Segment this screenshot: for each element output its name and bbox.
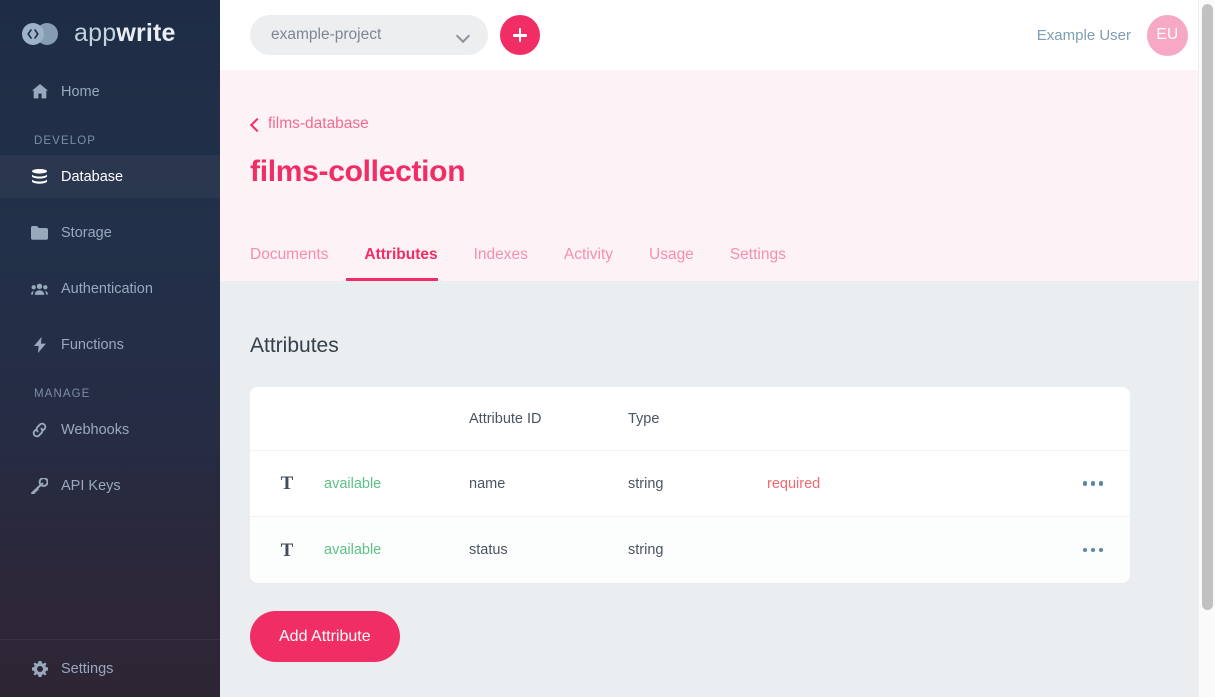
sidebar-item-home[interactable]: Home [0, 70, 220, 113]
sidebar-item-label: Webhooks [61, 421, 130, 438]
sidebar-item-api-keys[interactable]: API Keys [0, 464, 220, 507]
lightning-icon [31, 336, 48, 353]
tab-attributes[interactable]: Attributes [346, 246, 455, 281]
chevron-down-icon [457, 31, 470, 39]
sidebar-item-label: Functions [61, 336, 124, 353]
scrollbar-thumb[interactable] [1202, 4, 1213, 610]
sidebar-item-webhooks[interactable]: Webhooks [0, 408, 220, 451]
sidebar-item-database[interactable]: Database [0, 155, 220, 198]
tab-bar: Documents Attributes Indexes Activity Us… [250, 246, 804, 281]
tab-indexes[interactable]: Indexes [473, 246, 528, 263]
sidebar: appwrite Home DEVELOP Database [0, 0, 220, 697]
sidebar-item-label: Authentication [61, 280, 153, 297]
page-header: films-database films-collection Document… [220, 70, 1215, 281]
cell-required: required [767, 475, 821, 492]
more-options-icon[interactable] [1077, 542, 1109, 558]
cell-attribute-id: status [469, 542, 508, 558]
cell-type: string [628, 542, 664, 558]
add-project-button[interactable] [500, 15, 540, 55]
breadcrumb-label: films-database [268, 115, 369, 132]
vertical-scrollbar[interactable] [1198, 0, 1215, 697]
sidebar-item-label: API Keys [61, 477, 121, 494]
cell-menu [1056, 542, 1130, 558]
sidebar-item-settings[interactable]: Settings [0, 640, 220, 697]
cell-attribute-id: name [469, 475, 506, 492]
table-row[interactable]: T available status string [250, 517, 1130, 583]
tab-documents[interactable]: Documents [250, 246, 329, 263]
cell-status: available [324, 475, 382, 492]
text-type-glyph: T [280, 539, 294, 561]
more-options-icon[interactable] [1077, 475, 1109, 491]
section-title: Attributes [250, 334, 339, 357]
table-row[interactable]: T available name string required [250, 451, 1130, 517]
text-type-icon: T [250, 541, 324, 560]
sidebar-item-label: Settings [61, 660, 114, 677]
header-cell-type: Type [628, 410, 660, 427]
key-icon [31, 477, 48, 494]
appwrite-logo-icon [22, 22, 67, 45]
page-title: films-collection [250, 155, 466, 188]
user-name[interactable]: Example User [1036, 26, 1131, 44]
sidebar-bottom-section: Settings [0, 639, 220, 697]
tab-usage[interactable]: Usage [649, 246, 694, 263]
cell-menu [1056, 475, 1130, 491]
topbar-right: Example User EU [1036, 14, 1215, 56]
sidebar-item-label: Storage [61, 224, 112, 241]
avatar[interactable]: EU [1147, 14, 1188, 56]
brand-name-light: app [74, 19, 117, 47]
link-icon [31, 422, 48, 438]
gear-icon [31, 660, 48, 677]
sidebar-item-storage[interactable]: Storage [0, 211, 220, 254]
cell-status: available [324, 542, 382, 558]
spacer [0, 310, 220, 323]
project-selector[interactable]: example-project [250, 15, 488, 55]
tab-settings[interactable]: Settings [729, 246, 786, 263]
topbar: example-project Example User EU [220, 0, 1215, 70]
sidebar-item-label: Home [61, 83, 100, 100]
content-area: Attributes Attribute ID Type T available… [220, 281, 1215, 697]
breadcrumb[interactable]: films-database [250, 70, 369, 133]
sidebar-item-authentication[interactable]: Authentication [0, 267, 220, 310]
brand-name-bold: write [116, 19, 176, 47]
sidebar-item-functions[interactable]: Functions [0, 323, 220, 366]
header-cell-attribute-id: Attribute ID [469, 410, 542, 427]
folder-icon [31, 225, 48, 240]
tab-activity[interactable]: Activity [563, 246, 613, 263]
sidebar-section-develop-label: DEVELOP [34, 135, 97, 147]
home-icon [31, 84, 48, 99]
database-icon [31, 168, 48, 185]
sidebar-section-manage-label: MANAGE [34, 388, 91, 400]
users-icon [31, 282, 48, 296]
chevron-left-icon [250, 120, 259, 129]
spacer [0, 198, 220, 211]
spacer [0, 451, 220, 464]
main-area: example-project Example User EU films-da… [220, 0, 1215, 697]
text-type-icon: T [250, 474, 324, 493]
brand-logo[interactable]: appwrite [0, 0, 220, 70]
spacer [0, 254, 220, 267]
table-header-row: Attribute ID Type [250, 387, 1130, 451]
project-selector-value: example-project [271, 26, 382, 43]
sidebar-item-label: Database [61, 168, 124, 185]
cell-type: string [628, 475, 664, 492]
text-type-glyph: T [280, 473, 294, 494]
add-attribute-button[interactable]: Add Attribute [250, 611, 400, 662]
attributes-table: Attribute ID Type T available name strin… [250, 387, 1130, 583]
